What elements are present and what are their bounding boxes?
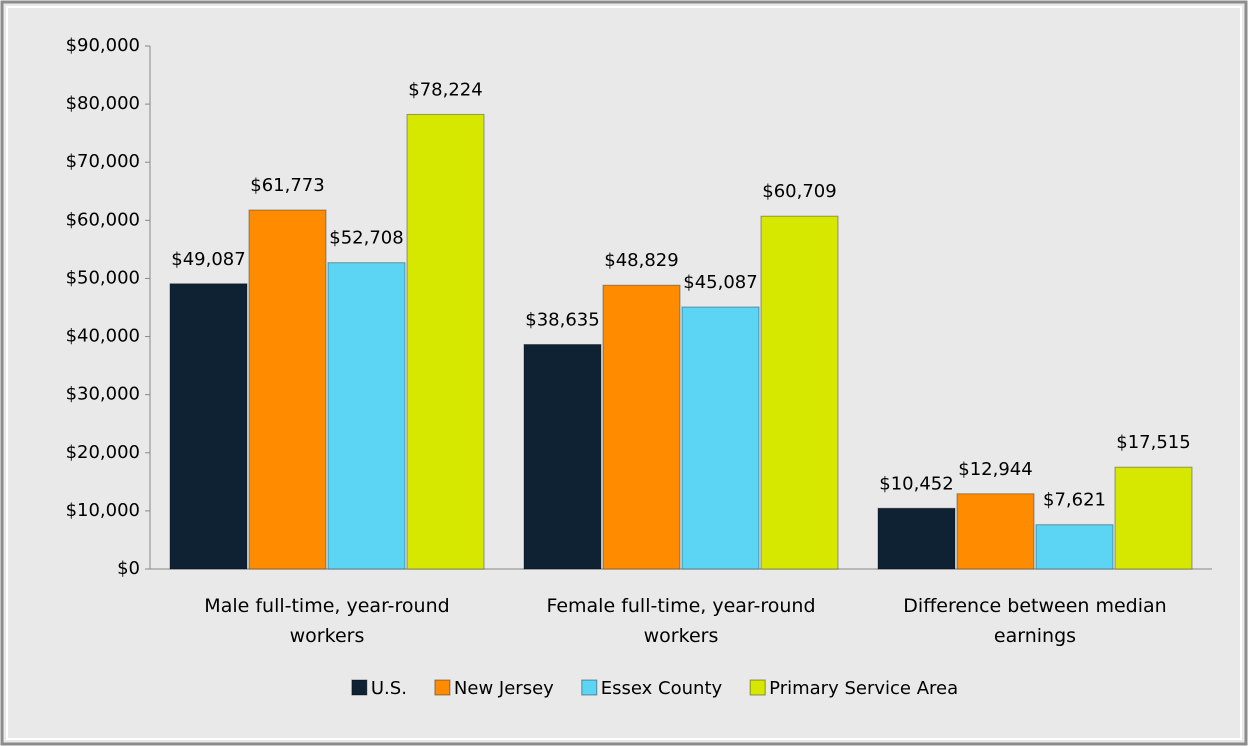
data-label: $61,773 [250,175,324,196]
y-tick-label: $20,000 [66,442,140,463]
x-tick-label: Male full-time, year-round workers [204,595,450,647]
y-tick-label: $10,000 [66,500,140,521]
legend-swatch [434,679,451,696]
bar [523,343,602,570]
data-label: $45,087 [683,272,757,293]
bar [1114,466,1193,570]
y-tick-label: $0 [117,558,140,579]
legend-swatch [351,679,368,696]
bar [681,306,760,570]
y-tick-label: $90,000 [66,35,140,56]
bar [169,283,248,570]
y-tick-label: $50,000 [66,267,140,288]
legend-label: U.S. [371,678,407,699]
data-label: $49,087 [171,249,245,270]
legend-label: Essex County [601,678,723,699]
y-tick-label: $40,000 [66,326,140,347]
x-tick-label: Female full-time, year-round workers [546,595,816,647]
y-tick-label: $60,000 [66,209,140,230]
bar [327,262,406,570]
legend-label: New Jersey [454,678,554,699]
bar [1035,524,1114,570]
data-label: $48,829 [604,250,678,271]
chart-frame-inner [6,6,1242,740]
bar [760,215,839,570]
legend-label: Primary Service Area [769,678,958,699]
data-label: $60,709 [762,181,836,202]
data-label: $17,515 [1116,432,1190,453]
bar [248,209,327,570]
y-tick-label: $30,000 [66,384,140,405]
data-label: $10,452 [879,473,953,494]
y-tick-label: $80,000 [66,93,140,114]
bar [877,507,956,570]
data-label: $7,621 [1043,490,1106,511]
data-label: $12,944 [958,459,1032,480]
data-label: $52,708 [329,228,403,249]
data-label: $38,635 [525,309,599,330]
bar [956,493,1035,570]
legend-swatch [749,679,766,696]
bar [406,113,485,570]
data-label: $78,224 [408,79,482,100]
bar [602,284,681,570]
legend-swatch [581,679,598,696]
x-tick-label: Difference between median earnings [903,595,1167,647]
y-tick-label: $70,000 [66,151,140,172]
